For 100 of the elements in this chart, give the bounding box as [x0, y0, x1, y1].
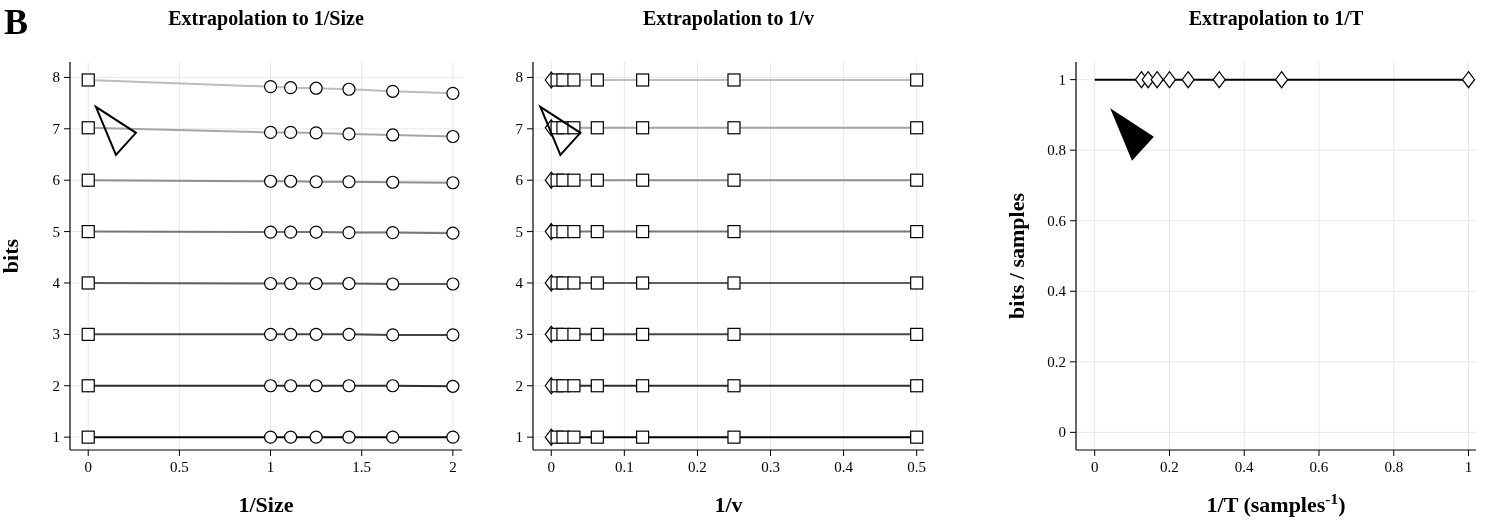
- point: [81, 276, 95, 290]
- point: [590, 121, 604, 135]
- point: [309, 276, 323, 291]
- point: [910, 276, 924, 290]
- point: [727, 276, 741, 290]
- point: [727, 379, 741, 393]
- point: [727, 73, 741, 87]
- point: [636, 121, 650, 135]
- y-tick-label: 1: [515, 429, 523, 446]
- point: [590, 173, 604, 187]
- point: [386, 379, 400, 393]
- x-axis-title: 1/Size: [238, 492, 294, 517]
- y-tick-label: 7: [515, 120, 524, 137]
- point: [636, 276, 650, 290]
- point: [567, 224, 581, 239]
- point: [81, 327, 95, 341]
- point: [910, 121, 924, 135]
- x-tick-label: 0.2: [1160, 459, 1179, 475]
- point: [590, 379, 604, 393]
- point: [342, 430, 356, 444]
- point: [386, 128, 400, 142]
- y-tick-label: 0: [1058, 424, 1066, 441]
- point: [567, 73, 581, 87]
- point: [910, 224, 924, 239]
- y-tick-label: 4: [52, 274, 61, 291]
- x-tick-label: 0.6: [1309, 459, 1329, 475]
- x-tick-label: 0: [1090, 459, 1099, 475]
- point: [446, 328, 460, 342]
- point: [727, 327, 741, 341]
- point: [567, 276, 581, 290]
- x-axis-title: 1/T (samples$^{-1}$): [1206, 489, 1346, 517]
- point: [309, 175, 323, 189]
- x-axis-title: 1/v: [714, 492, 743, 517]
- y-tick-label: 0.4: [1047, 283, 1067, 300]
- point: [727, 430, 741, 444]
- point: [342, 82, 356, 96]
- point: [342, 127, 356, 141]
- x-tick-label: 0.5: [907, 459, 927, 475]
- point: [263, 430, 278, 444]
- point: [81, 73, 95, 87]
- point: [727, 173, 741, 187]
- y-tick-label: 8: [515, 69, 523, 86]
- x-tick-label: 0.5: [170, 459, 189, 475]
- point: [727, 224, 741, 239]
- x-tick-label: 0.2: [688, 459, 707, 475]
- x-tick-label: 0.1: [614, 459, 634, 475]
- point: [386, 430, 400, 444]
- point: [81, 121, 95, 135]
- point: [284, 276, 298, 291]
- chart-title: Extrapolation to 1/T: [1188, 7, 1364, 30]
- x-tick-label: 0: [547, 459, 556, 475]
- point: [386, 84, 400, 98]
- point: [636, 327, 650, 341]
- point: [81, 430, 95, 444]
- x-tick-label: 1.5: [352, 459, 372, 475]
- point: [263, 327, 278, 341]
- point: [386, 175, 400, 189]
- y-tick-label: 0.6: [1047, 212, 1067, 229]
- point: [309, 225, 323, 239]
- point: [910, 379, 924, 393]
- y-tick-label: 7: [52, 120, 61, 137]
- point: [446, 226, 460, 240]
- point: [636, 73, 650, 87]
- y-tick-label: 8: [52, 69, 60, 86]
- y-axis-title: bits: [0, 238, 23, 274]
- point: [309, 81, 323, 95]
- point: [590, 224, 604, 239]
- point: [309, 327, 323, 341]
- point: [263, 225, 278, 239]
- point: [590, 327, 604, 341]
- x-tick-label: 0.3: [761, 459, 780, 475]
- point: [386, 328, 400, 342]
- point: [263, 174, 278, 188]
- point: [910, 173, 924, 187]
- y-tick-label: 2: [52, 377, 60, 394]
- point: [342, 327, 356, 341]
- point: [309, 379, 323, 393]
- point: [446, 277, 460, 291]
- y-tick-label: 1: [1058, 71, 1066, 88]
- point: [81, 173, 95, 187]
- point: [284, 225, 298, 239]
- point: [309, 126, 323, 140]
- chart-title: Extrapolation to 1/Size: [168, 7, 364, 30]
- point: [636, 173, 650, 187]
- x-tick-label: 1: [1464, 459, 1473, 475]
- point: [284, 379, 298, 393]
- point: [446, 129, 460, 144]
- x-tick-label: 0.4: [834, 459, 854, 475]
- point: [446, 379, 460, 393]
- point: [567, 327, 581, 341]
- point: [386, 277, 400, 291]
- y-tick-label: 0.2: [1047, 353, 1066, 370]
- y-axis-title: bits / samples: [1004, 192, 1029, 319]
- point: [342, 226, 356, 240]
- point: [590, 430, 604, 444]
- chart-title: Extrapolation to 1/v: [642, 7, 815, 30]
- point: [81, 224, 95, 239]
- point: [342, 175, 356, 189]
- point: [567, 430, 581, 444]
- x-tick-label: 2: [449, 459, 457, 475]
